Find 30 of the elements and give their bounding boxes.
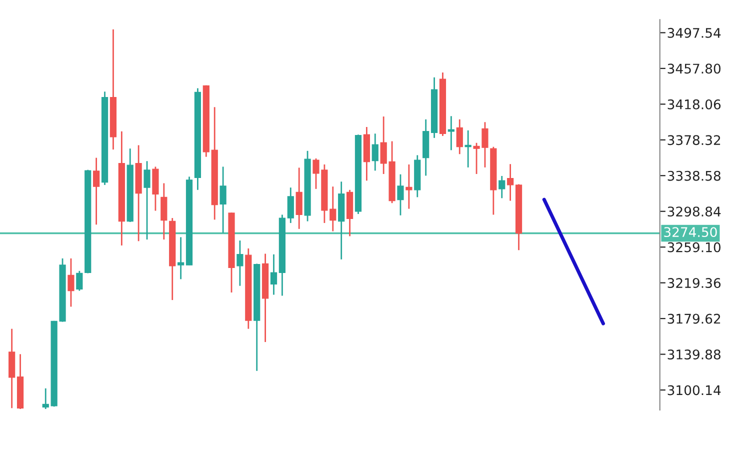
y-tick-label: 3298.84 (668, 206, 721, 217)
y-tick-label: 3259.10 (668, 242, 720, 252)
candlestick (330, 186, 336, 232)
candlestick (236, 240, 244, 287)
y-tick-label: 3100.14 (668, 385, 721, 396)
y-tick-label: 3219.36 (668, 278, 721, 288)
candlestick (76, 270, 83, 292)
candlestick (68, 258, 74, 308)
candlestick (220, 166, 226, 234)
candlestick (456, 118, 463, 155)
y-tick-label: 3457.80 (668, 64, 720, 74)
candlestick (270, 254, 278, 296)
candlestick (397, 174, 404, 216)
candlestick (296, 166, 302, 230)
y-tick-label: 3497.54 (668, 28, 721, 38)
candlestick (287, 186, 294, 224)
candlestick (144, 160, 150, 240)
candlestick (498, 175, 506, 199)
y-tick-label: 3179.62 (668, 314, 720, 324)
candlestick (372, 132, 378, 172)
candlestick (160, 182, 168, 240)
ref-line-label: 3274.50 (664, 227, 717, 238)
candlestick (42, 388, 49, 410)
y-tick-label: 3139.88 (668, 349, 720, 360)
y-tick-label: 3378.32 (668, 135, 720, 146)
y-tick-label: 3418.06 (668, 99, 721, 110)
candlestick (93, 157, 100, 226)
candlestick (178, 236, 184, 280)
candlestick (507, 163, 514, 202)
y-tick-label: 3338.58 (668, 170, 720, 181)
